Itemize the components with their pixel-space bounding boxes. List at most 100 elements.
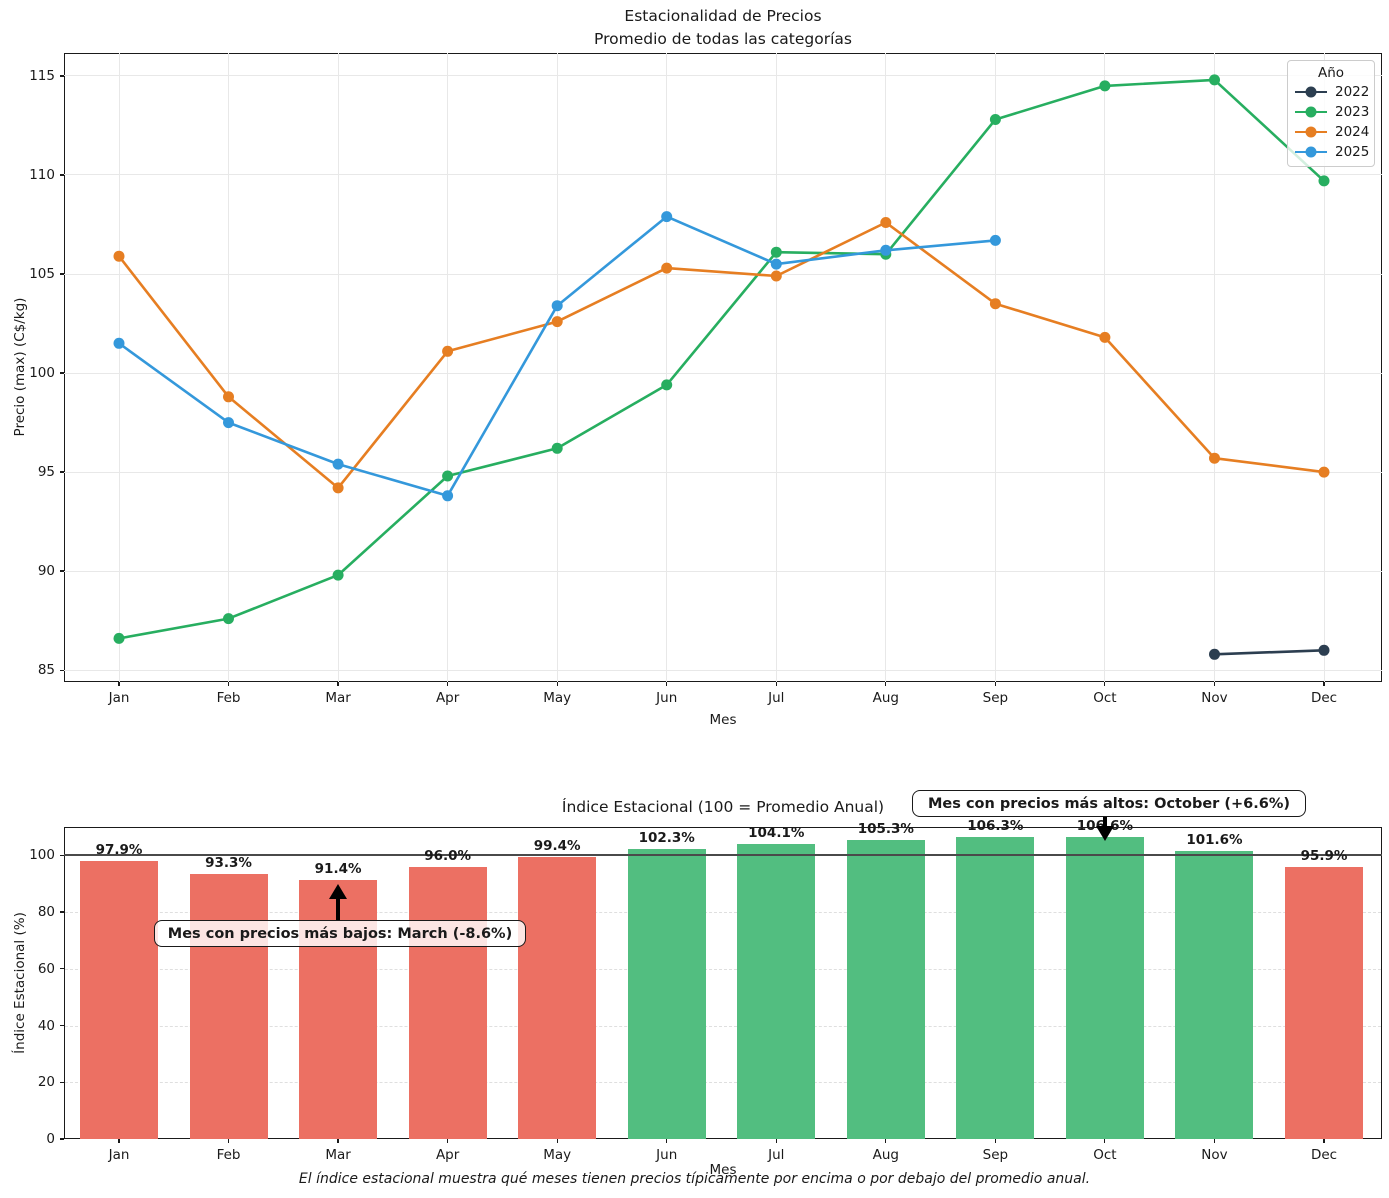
y-axis-label-price: Precio (max) (C$/kg) — [12, 297, 28, 437]
data-point-2023 — [1318, 175, 1330, 187]
x-tickmark — [118, 682, 120, 686]
x-tick-label: Sep — [982, 690, 1009, 706]
data-point-2023 — [113, 632, 125, 644]
x-tick-label: Feb — [216, 690, 241, 706]
arrow-up-head — [329, 884, 348, 899]
arrow-down-head — [1095, 826, 1114, 841]
bar-value-label: 97.9% — [95, 842, 143, 859]
x-axis-label-bottom: Mes — [709, 1162, 737, 1178]
y-tick-label: 85 — [37, 662, 55, 679]
data-point-2024 — [661, 262, 673, 274]
legend-line-icon — [1295, 126, 1327, 138]
data-point-2023 — [551, 442, 563, 454]
gridline-horizontal — [64, 273, 1382, 275]
legend-line-icon — [1295, 146, 1327, 158]
data-point-2024 — [880, 217, 892, 228]
legend-marker-icon — [1305, 146, 1317, 158]
y-tick-label: 100 — [29, 365, 55, 382]
y-tickmark — [60, 75, 64, 77]
data-point-2025 — [223, 417, 234, 429]
data-point-2023 — [223, 613, 234, 625]
bar-value-label: 96.0% — [424, 847, 472, 864]
bar-Dec — [1285, 866, 1363, 1139]
x-tickmark — [775, 1139, 777, 1143]
legend-marker-icon — [1305, 86, 1317, 98]
x-tick-label: Aug — [872, 1147, 899, 1163]
data-point-2025 — [880, 244, 892, 256]
y-tickmark — [60, 1081, 64, 1083]
legend-line-icon — [1295, 86, 1327, 98]
bar-value-label: 99.4% — [533, 838, 581, 855]
y-tickmark — [60, 174, 64, 176]
bar-value-label: 91.4% — [314, 860, 362, 877]
data-point-2023 — [989, 114, 1001, 125]
line-2022 — [1213, 649, 1326, 656]
y-tickmark — [60, 911, 64, 913]
x-tickmark — [1213, 1139, 1216, 1143]
bar-plot-area — [64, 827, 1382, 1139]
arrow-down-shaft — [1102, 816, 1107, 828]
data-point-2025 — [113, 337, 125, 349]
y-tickmark — [60, 372, 64, 374]
baseline-100 — [64, 854, 1382, 857]
data-point-2023 — [661, 379, 673, 391]
x-tickmark — [666, 1139, 668, 1143]
gridline-horizontal — [64, 471, 1382, 473]
x-tickmark — [556, 682, 558, 686]
y-tick-label: 100 — [29, 847, 55, 864]
line-2024 — [117, 221, 1326, 490]
x-tickmark — [447, 682, 449, 686]
gridline-horizontal — [64, 570, 1382, 572]
y-axis-label-index: Índice Estacional (%) — [12, 912, 28, 1054]
data-point-2024 — [1318, 466, 1330, 478]
bar-value-label: 106.3% — [967, 818, 1024, 835]
gridline-vertical — [666, 53, 668, 682]
y-tick-label: 20 — [37, 1074, 55, 1091]
y-tickmark — [60, 968, 64, 970]
x-tick-label: Oct — [1093, 1147, 1117, 1163]
legend-item-2025: 2025 — [1295, 142, 1370, 162]
x-tickmark — [447, 1139, 449, 1143]
gridline-vertical — [775, 53, 777, 682]
x-tickmark — [227, 1139, 230, 1143]
x-tickmark — [885, 682, 887, 686]
gridline-horizontal — [64, 75, 1382, 77]
bar-Feb — [189, 874, 268, 1139]
data-point-2024 — [770, 270, 782, 282]
legend-item-label: 2025 — [1335, 144, 1370, 160]
x-tick-label: May — [543, 690, 572, 706]
gridline-vertical — [1104, 53, 1106, 682]
data-point-2024 — [442, 345, 454, 357]
gridline-vertical — [447, 53, 449, 682]
x-tick-label: Jan — [108, 690, 130, 706]
bar-Jan — [80, 861, 158, 1139]
gridline-vertical — [1213, 53, 1215, 682]
data-point-2024 — [113, 250, 125, 262]
bar-Jun — [627, 848, 706, 1139]
legend-item-label: 2023 — [1335, 104, 1370, 120]
gridline-horizontal — [64, 174, 1382, 176]
y-tickmark — [60, 1024, 64, 1027]
x-tickmark — [994, 1139, 996, 1143]
x-tick-label: Dec — [1310, 690, 1338, 706]
x-tick-label: Jul — [768, 690, 785, 706]
bar-value-label: 104.1% — [748, 824, 805, 841]
data-point-2025 — [332, 458, 344, 470]
data-point-2024 — [551, 316, 563, 328]
x-tick-label: Apr — [435, 690, 460, 706]
annotation-lowest-month: Mes con precios más bajos: March (-8.6%) — [154, 920, 526, 947]
bar-value-label: 101.6% — [1186, 831, 1243, 848]
x-tick-label: Apr — [435, 1147, 460, 1163]
x-tickmark — [1104, 1139, 1106, 1143]
gridline-horizontal — [64, 669, 1382, 671]
x-tick-label: Nov — [1201, 1147, 1228, 1163]
bar-Aug — [846, 840, 925, 1139]
x-tickmark — [337, 682, 339, 686]
bar-value-label: 105.3% — [857, 821, 914, 838]
bar-value-label: 95.9% — [1300, 847, 1348, 864]
y-tickmark — [60, 669, 64, 671]
data-point-2023 — [442, 470, 454, 482]
x-tick-label: Dec — [1310, 1147, 1338, 1163]
x-tick-label: Sep — [982, 1147, 1009, 1163]
